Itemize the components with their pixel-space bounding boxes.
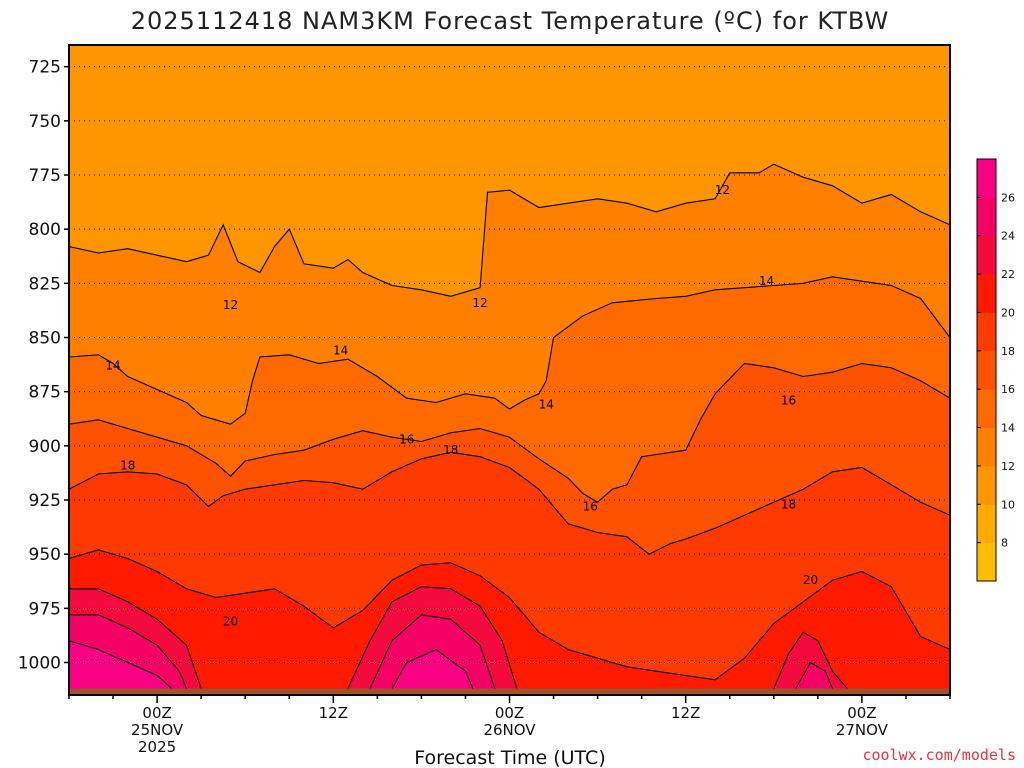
chart-title: 2025112418 NAM3KM Forecast Temperature (… (131, 7, 890, 35)
x-tick-label-60-0: 12Z (671, 704, 700, 722)
isotherm-label-14-0: 14 (105, 359, 120, 373)
colorbar-swatch-20 (977, 274, 996, 313)
y-tick-label-875: 875 (29, 383, 61, 403)
y-axis: 725 750 775 800 825 850 875 900 925 950 975 1000 (18, 58, 69, 674)
isotherm-26-line-11 (69, 640, 173, 689)
isotherm-14-line-1 (69, 276, 950, 425)
surface-layer (69, 688, 950, 695)
y-tick-label-725: 725 (29, 58, 61, 78)
isotherm-label-16-0: 16 (583, 500, 598, 514)
colorbar-label-12: 12 (1001, 460, 1015, 473)
isotherm-label-14-3: 14 (759, 274, 774, 288)
colorbar-label-16: 16 (1001, 383, 1015, 396)
gridlines (69, 66, 950, 663)
y-tick-label-1000: 1000 (18, 654, 61, 674)
colorbar-label-8: 8 (1001, 537, 1008, 550)
isotherm-24-line-9 (369, 614, 496, 689)
colorbar-swatch-8 (977, 504, 996, 544)
isotherm-18-line-3 (69, 451, 950, 555)
y-tick-label-850: 850 (29, 329, 61, 349)
isotherm-label-12-2: 12 (715, 183, 730, 197)
colorbar-swatch-12 (977, 427, 996, 467)
band-fill-26-12 (392, 649, 473, 689)
colorbar-label-24: 24 (1001, 230, 1015, 243)
y-tick-label-800: 800 (29, 220, 61, 240)
isotherm-16-line-2 (69, 362, 950, 503)
colorbar-swatch-26 (977, 159, 996, 198)
isotherm-lines (69, 163, 950, 689)
x-tick-label-48-1: 26NOV (483, 721, 536, 739)
colorbar-swatch-18 (977, 312, 996, 352)
isotherm-12-line-0 (69, 163, 950, 297)
y-tick-label-925: 925 (29, 491, 61, 511)
isotherm-label-14-2: 14 (539, 398, 554, 412)
isotherm-22-line-5 (69, 588, 202, 689)
x-tick-label-72-0: 00Z (847, 704, 876, 722)
x-tick-label-72-1: 27NOV (836, 721, 889, 739)
colorbar-swatch-14 (977, 389, 996, 429)
isotherm-labels: 12 12 12 14 14 14 14 16 16 16 18 18 18 20 20 (105, 183, 818, 628)
isotherm-24-line-8 (69, 614, 188, 689)
isotherm-label-18-2: 18 (781, 497, 796, 511)
isotherm-label-20-0: 20 (223, 614, 238, 628)
colorbar-swatch-6 (977, 542, 996, 582)
x-tick-label-24-2: 2025 (138, 738, 176, 756)
isotherm-label-16-1: 16 (399, 432, 414, 446)
isotherm-24-line-10 (795, 661, 834, 689)
credit-text: coolwx.com/models (862, 746, 1016, 764)
colorbar-swatch-24 (977, 197, 996, 237)
colorbar-swatch-10 (977, 465, 996, 505)
x-tick-label-36-0: 12Z (319, 704, 348, 722)
y-tick-label-825: 825 (29, 274, 61, 294)
colorbar-label-10: 10 (1001, 498, 1015, 511)
x-tick-label-24-1: 25NOV (131, 721, 184, 739)
x-tick-label-24-0: 00Z (142, 704, 171, 722)
colorbar-label-20: 20 (1001, 306, 1015, 319)
colorbar-label-18: 18 (1001, 345, 1015, 358)
y-tick-label-900: 900 (29, 437, 61, 457)
colorbar-swatch-22 (977, 235, 996, 275)
temperature-fill-layers (69, 45, 950, 695)
isotherm-26-line-12 (391, 648, 474, 689)
isotherm-22-line-6 (347, 586, 518, 689)
x-axis-label: Forecast Time (UTC) (414, 747, 605, 768)
isotherm-22-line-7 (773, 631, 848, 689)
isotherm-label-14-1: 14 (333, 344, 348, 358)
isotherm-label-20-1: 20 (803, 573, 818, 587)
colorbar-label-22: 22 (1001, 268, 1015, 281)
y-tick-label-975: 975 (29, 599, 61, 619)
y-tick-label-950: 950 (29, 545, 61, 565)
x-tick-label-48-0: 00Z (495, 704, 524, 722)
colorbar: 8 10 12 14 16 18 20 22 24 26 (976, 158, 1015, 582)
isotherm-label-16-2: 16 (781, 393, 796, 407)
y-tick-label-750: 750 (29, 112, 61, 132)
isotherm-20-line-4 (69, 549, 950, 681)
isotherm-label-12-1: 12 (472, 296, 487, 310)
ground-surface (69, 688, 950, 695)
isotherm-label-18-1: 18 (443, 443, 458, 457)
isotherm-label-12-0: 12 (223, 298, 238, 312)
colorbar-swatch-16 (977, 350, 996, 390)
colorbar-frame (976, 158, 997, 582)
colorbar-label-26: 26 (1001, 191, 1015, 204)
band-fill-24-10 (795, 662, 833, 689)
band-fill-20-4 (69, 549, 950, 695)
colorbar-label-14: 14 (1001, 422, 1015, 435)
y-tick-label-775: 775 (29, 166, 61, 186)
band-fill-22-7 (773, 632, 848, 689)
band-fill-26-11 (69, 640, 172, 695)
isotherm-label-18-0: 18 (120, 458, 135, 472)
